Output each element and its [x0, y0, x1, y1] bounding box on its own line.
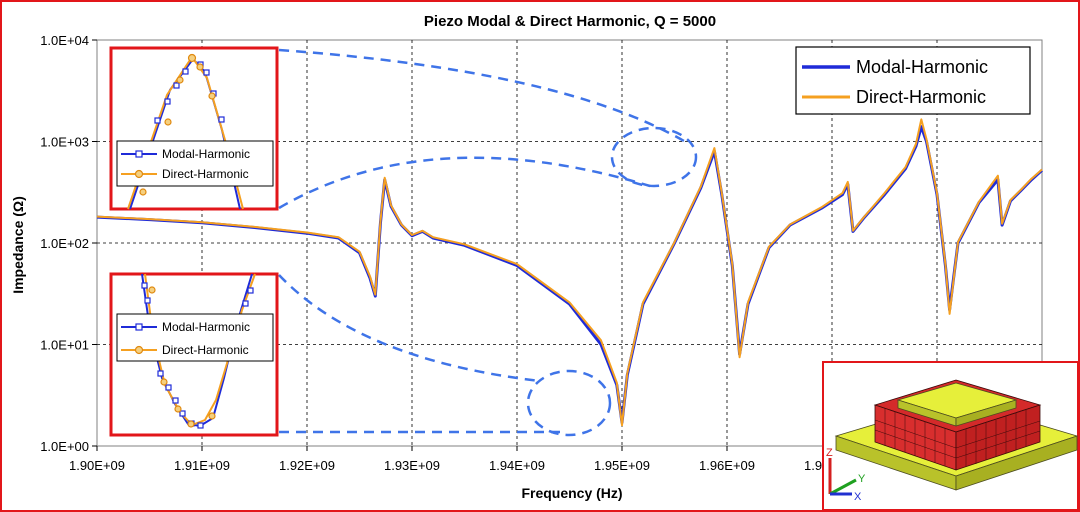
dip-zoom-ellipse [526, 369, 612, 437]
model-block-right [955, 404, 1041, 471]
inset-dip-legend-direct-label: Direct-Harmonic [162, 343, 249, 357]
series-layer [96, 118, 1044, 427]
y-tick-label: 1.0E+03 [40, 135, 89, 150]
inset-peak-legend-direct-label: Direct-Harmonic [162, 167, 249, 181]
zoom-callouts [278, 48, 698, 437]
x-tick-label: 1.90E+09 [69, 458, 125, 473]
legend-label-modal: Modal-Harmonic [856, 57, 988, 77]
axis-z-label: Z [826, 447, 833, 459]
y-axis-title: Impedance (Ω) [10, 196, 26, 294]
peak-zoom-ellipse [610, 126, 698, 188]
model-base-right [955, 435, 1078, 491]
x-tick-label: 1.95E+09 [594, 458, 650, 473]
inset-dip-legend [116, 313, 274, 362]
fe-model-inset: Z Y X [822, 361, 1079, 511]
legend-label-direct: Direct-Harmonic [856, 87, 986, 107]
inset-dip-modal-markers [141, 282, 254, 429]
x-tick-label: 1.94E+09 [489, 458, 545, 473]
legend-box [795, 46, 1031, 115]
inset-dip-legend-modal-label: Modal-Harmonic [162, 320, 250, 334]
inset-dip: Modal-Harmonic Direct-Harmonic [109, 272, 279, 437]
x-tick-label: 1.93E+09 [384, 458, 440, 473]
y-tick-label: 1.0E+01 [40, 338, 89, 353]
inset-peak-legend-modal-marker [135, 150, 143, 158]
peak-connector-bottom [278, 156, 651, 210]
inset-peak: Modal-Harmonic Direct-Harmonic [109, 46, 279, 211]
series-line-direct-harmonic [96, 118, 1043, 427]
y-tick-label: 1.0E+04 [40, 33, 89, 48]
axis-y-label: Y [858, 473, 866, 485]
y-tick-label: 1.0E+02 [40, 236, 89, 251]
inset-dip-legend-direct-marker [134, 345, 144, 355]
x-tick-label: 1.92E+09 [279, 458, 335, 473]
x-tick-label: 1.96E+09 [699, 458, 755, 473]
inset-peak-legend [116, 140, 274, 187]
x-axis-title: Frequency (Hz) [521, 485, 622, 501]
axis-y-line [829, 478, 857, 496]
y-tick-label: 1.0E+00 [40, 439, 89, 454]
model-top-plate-right [955, 399, 1017, 427]
peak-connector-top [278, 48, 685, 143]
model-mesh [874, 408, 1041, 467]
inset-peak-legend-direct-marker [134, 169, 144, 179]
chart-title: Piezo Modal & Direct Harmonic, Q = 5000 [424, 13, 716, 30]
dip-connector-top [278, 274, 541, 383]
x-tick-label: 1.91E+09 [174, 458, 230, 473]
y-tick-labels: 1.0E+00 1.0E+01 1.0E+02 1.0E+03 1.0E+04 [40, 33, 97, 454]
inset-peak-legend-modal-label: Modal-Harmonic [162, 147, 250, 161]
legend: Modal-Harmonic Direct-Harmonic [795, 46, 1031, 115]
axis-x-label: X [854, 491, 862, 503]
inset-dip-legend-modal-marker [135, 323, 143, 331]
